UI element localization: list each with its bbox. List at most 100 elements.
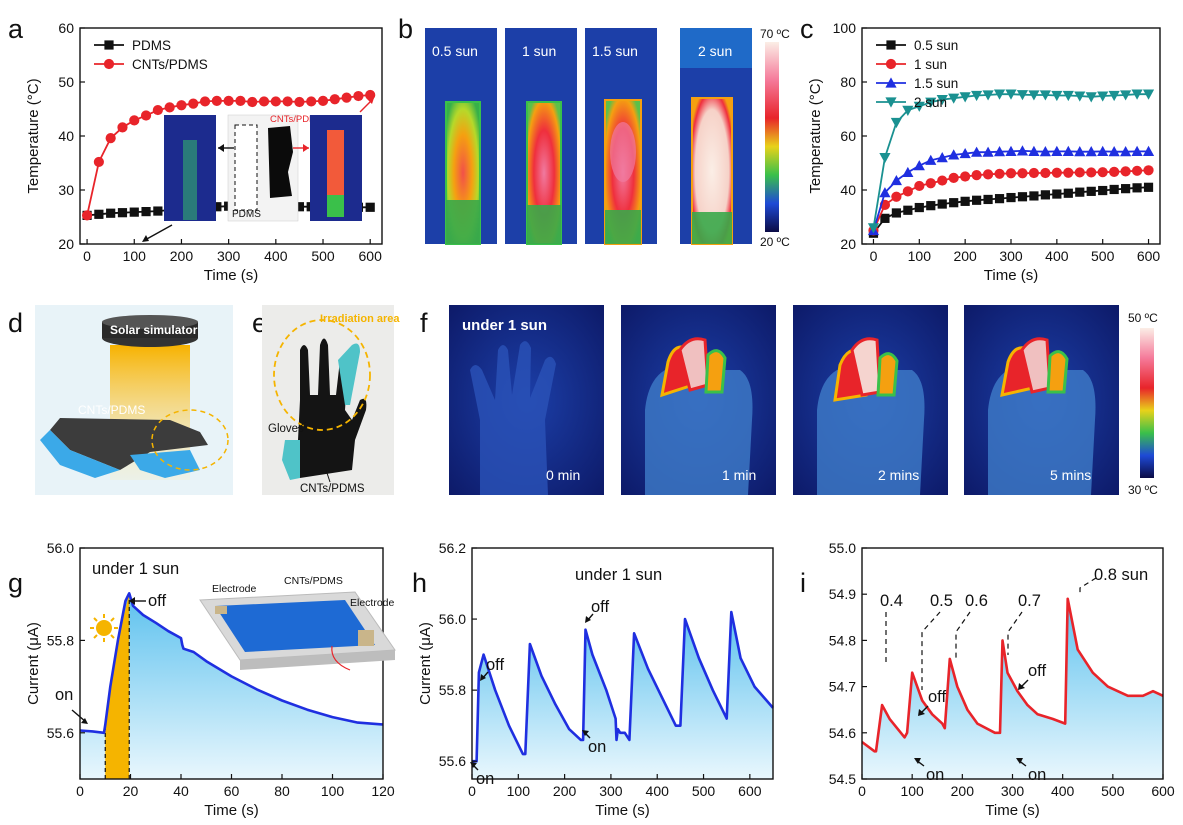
chart-c-series-0-point [1029, 191, 1039, 201]
panel-g-inset-material: CNTs/PDMS [284, 575, 343, 587]
chart-a-legend-label-1: CNTs/PDMS [132, 57, 208, 72]
chart-h-xtick-label: 500 [692, 783, 716, 799]
chart-a-legend-label-0: PDMS [132, 38, 171, 53]
panel-e-material-label: CNTs/PDMS [300, 483, 365, 495]
chart-c-xtick-label: 300 [999, 248, 1023, 264]
chart-i-ytick-label: 54.5 [829, 771, 856, 787]
chart-c-ytick-label: 60 [840, 128, 856, 144]
chart-c-series-3-point [913, 101, 925, 112]
panel-h-on-2-arrowhead [582, 730, 589, 736]
ir-hand-time-2: 2 mins [878, 467, 919, 483]
chart-h-ytick-label: 55.8 [439, 682, 466, 698]
panel-i-on-2-arrowhead [1016, 758, 1023, 764]
chart-h: 0 100 200 300 400 500 600 55.6 55.8 56.0 56.2 Time … [417, 540, 774, 819]
chart-c-series-3-point [936, 94, 948, 106]
glove-cuff [40, 430, 120, 478]
panel-h-off-1: off [486, 656, 504, 674]
chart-c-series-1-point [937, 175, 948, 186]
chart-a-series-1-point [81, 210, 93, 221]
chart-c-series-0-point [1143, 182, 1154, 192]
chart-c-xtick-label: 600 [1137, 248, 1161, 264]
panel-f-color-scale [1140, 328, 1154, 478]
chart-c-series-1-point [1028, 167, 1040, 179]
chart-c-series-3-point [902, 105, 914, 116]
chart-c-series-0-point [983, 194, 993, 205]
panel-g-condition: under 1 sun [92, 560, 179, 578]
panel-g-electrode-1: Electrode [212, 583, 257, 595]
chart-c-series-2-point [1085, 146, 1097, 157]
ir-hand-1-min: 1 min [621, 305, 776, 495]
chart-c-series-0-point [1098, 185, 1108, 196]
chart-c-ytick-label: 80 [840, 74, 856, 90]
ir-label-0-5-sun: 0.5 sun [432, 43, 478, 59]
panel-i-intensity-0-7: 0.7 [1018, 592, 1041, 610]
chart-g-ytick-label: 56.0 [47, 540, 74, 556]
chart-a-series-1-point [140, 110, 152, 121]
ir-image-1-5-sun: 1.5 sun [585, 28, 657, 245]
chart-c-series-2-point [890, 174, 902, 186]
chart-h-xlabel: Time (s) [595, 802, 649, 819]
chart-c-series-0-point [880, 213, 890, 223]
chart-a-series-0-point [106, 208, 116, 218]
chart-c-series-0-point [891, 208, 901, 218]
chart-a-series-1-point [270, 96, 281, 107]
chart-a-ytick-label: 60 [58, 20, 74, 36]
solar-simulator-lid [102, 315, 198, 329]
chart-g-ylabel: Current (μA) [25, 622, 42, 705]
chart-h-xtick-label: 100 [507, 783, 531, 799]
panel-h-off-1-arrowhead [480, 674, 486, 681]
chart-c-series-1-point [1120, 166, 1131, 177]
chart-g-xtick-label: 100 [321, 783, 345, 799]
chart-c-series-0-point [994, 194, 1005, 204]
inset-arrow-pdms-head [142, 235, 149, 242]
chart-c-legend-marker-3 [885, 97, 897, 108]
chart-a-series-1-point [223, 95, 234, 106]
chart-c-series-3-point [1039, 90, 1051, 101]
chart-c-series-0-point [914, 202, 924, 213]
chart-c-series-3-point [879, 153, 891, 164]
chart-c-series-1-point [1051, 167, 1062, 178]
glove-fingers [130, 450, 200, 478]
panel-d-irradiation-circle [151, 409, 229, 471]
chart-a-series-1-point [176, 100, 187, 111]
chart-c-series-1-point [1017, 168, 1028, 179]
chart-a-series-0-point [117, 208, 128, 218]
chart-a-xtick-label: 500 [311, 248, 335, 264]
panel-i-off-1: off [928, 688, 946, 706]
chart-a-series-1-point [258, 96, 270, 107]
panel-letter-i: i [800, 568, 806, 598]
chart-g-xtick-label: 120 [371, 783, 395, 799]
chart-a-ytick-label: 20 [58, 236, 74, 252]
chart-a-ytick-label: 50 [58, 74, 74, 90]
chart-c-series-1-point [982, 169, 994, 180]
chart-c-series-2-point [1131, 145, 1143, 156]
chart-i: 0 100 200 300 400 500 600 54.5 54.6 54.7 54.8 54.9 5… [829, 540, 1175, 819]
chart-a-series-1-point [93, 156, 104, 168]
chart-c-series-0-point [1132, 183, 1142, 193]
chart-c-series-1-point [1005, 168, 1017, 179]
chart-c-series-1-point [1040, 167, 1051, 179]
panel-h-on-2: on [588, 738, 606, 756]
ir-label-1-5-sun: 1.5 sun [592, 43, 638, 59]
ir-hand-time-5: 5 mins [1050, 467, 1091, 483]
chart-c-series-2-point [1016, 145, 1029, 156]
panel-g-off-arrowhead [129, 597, 135, 605]
panel-h-overlays: under 1 sun off off on on [470, 566, 662, 788]
chart-a-series-1-point [129, 115, 140, 126]
chart-a-series-1-point [188, 98, 199, 109]
chart-c-series-0-point [1017, 192, 1028, 202]
chart-c-series-3-point [1062, 90, 1074, 102]
chart-a-series-1-point [317, 95, 329, 106]
chart-a-series-0-point [294, 202, 305, 212]
chart-h-xtick-label: 400 [646, 783, 670, 799]
ir-label-2-sun: 2 sun [698, 43, 732, 59]
chart-i-ytick-label: 54.7 [829, 679, 856, 695]
chart-a-series-1-point [199, 96, 211, 107]
chart-c-ylabel: Temperature (°C) [807, 78, 824, 193]
chart-c-series-2-point [1039, 146, 1051, 157]
chart-c-series-0-point [960, 196, 970, 206]
panel-e-irradiation-circle [273, 319, 371, 431]
chart-a-series-0-point [141, 207, 151, 217]
ir-image-1-sun: 1 sun [505, 28, 577, 245]
inset-ir-cnts-hot [327, 130, 344, 200]
